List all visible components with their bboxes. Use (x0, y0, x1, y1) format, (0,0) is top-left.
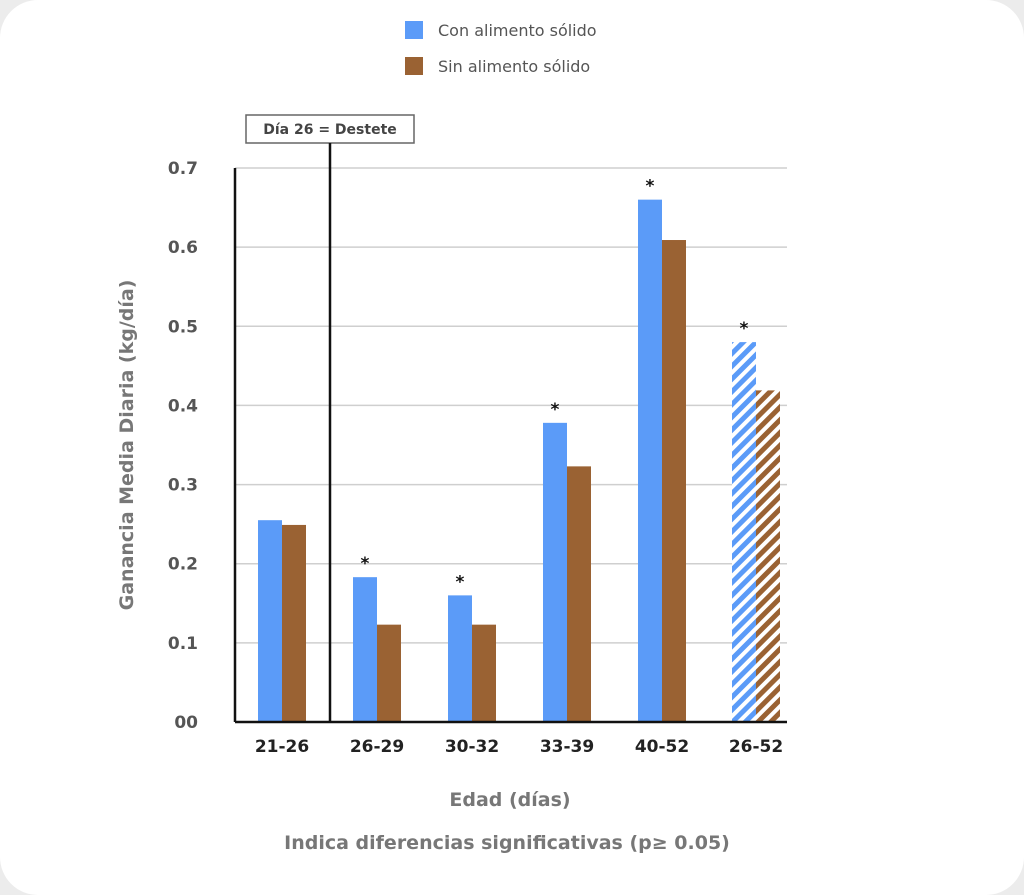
significance-star: * (646, 177, 655, 197)
x-tick-labels: 21-26 26-29 30-32 33-39 40-52 26-52 (255, 737, 783, 757)
bar-sin-33-39 (567, 466, 591, 722)
bar-con-33-39 (543, 422, 567, 722)
legend-label-sin: Sin alimento sólido (438, 57, 590, 76)
bar-sin-26-52 (756, 390, 780, 722)
x-tick-label: 40-52 (635, 737, 689, 757)
y-tick-label: 0.3 (168, 476, 198, 496)
y-tick-label: 00 (174, 713, 198, 733)
legend-swatch-con (405, 21, 423, 39)
y-tick-label: 0.7 (168, 159, 198, 179)
x-tick-label: 30-32 (445, 737, 499, 757)
significance-footnote: Indica diferencias significativas (p≥ 0.… (284, 832, 730, 854)
y-axis-label: Ganancia Media Diaria (kg/día) (116, 280, 138, 611)
significance-markers: * * * * * (361, 177, 749, 593)
legend-swatch-sin (405, 57, 423, 75)
y-tick-labels: 00 0.1 0.2 0.3 0.4 0.5 0.6 0.7 (168, 159, 198, 733)
bar-sin-40-52 (662, 240, 686, 722)
significance-star: * (456, 572, 465, 592)
bar-sin-30-32 (472, 624, 496, 722)
y-tick-label: 0.5 (168, 317, 198, 337)
bar-con-21-26 (258, 520, 282, 722)
y-tick-label: 0.2 (168, 555, 198, 575)
weaning-annotation: Día 26 = Destete (245, 114, 415, 144)
x-tick-label: 26-29 (350, 737, 404, 757)
bars (258, 199, 780, 722)
legend: Con alimento sólido Sin alimento sólido (405, 21, 597, 76)
bar-sin-21-26 (282, 524, 306, 722)
bar-con-30-32 (448, 595, 472, 722)
annotation-text: Día 26 = Destete (263, 122, 397, 138)
significance-star: * (740, 319, 749, 339)
annotation-box (245, 114, 415, 144)
bar-con-26-52 (732, 342, 756, 722)
x-axis-label: Edad (días) (449, 789, 570, 811)
significance-star: * (361, 554, 370, 574)
legend-label-con: Con alimento sólido (438, 21, 597, 40)
y-tick-label: 0.4 (168, 396, 198, 416)
x-tick-label: 33-39 (540, 737, 594, 757)
gridlines (235, 167, 787, 644)
bar-con-26-29 (353, 577, 377, 722)
x-tick-label: 21-26 (255, 737, 309, 757)
bar-con-40-52 (638, 199, 662, 722)
x-tick-label: 26-52 (729, 737, 783, 757)
y-tick-label: 0.6 (168, 238, 198, 258)
significance-star: * (551, 400, 560, 420)
bar-sin-26-29 (377, 624, 401, 722)
y-tick-label: 0.1 (168, 634, 198, 654)
